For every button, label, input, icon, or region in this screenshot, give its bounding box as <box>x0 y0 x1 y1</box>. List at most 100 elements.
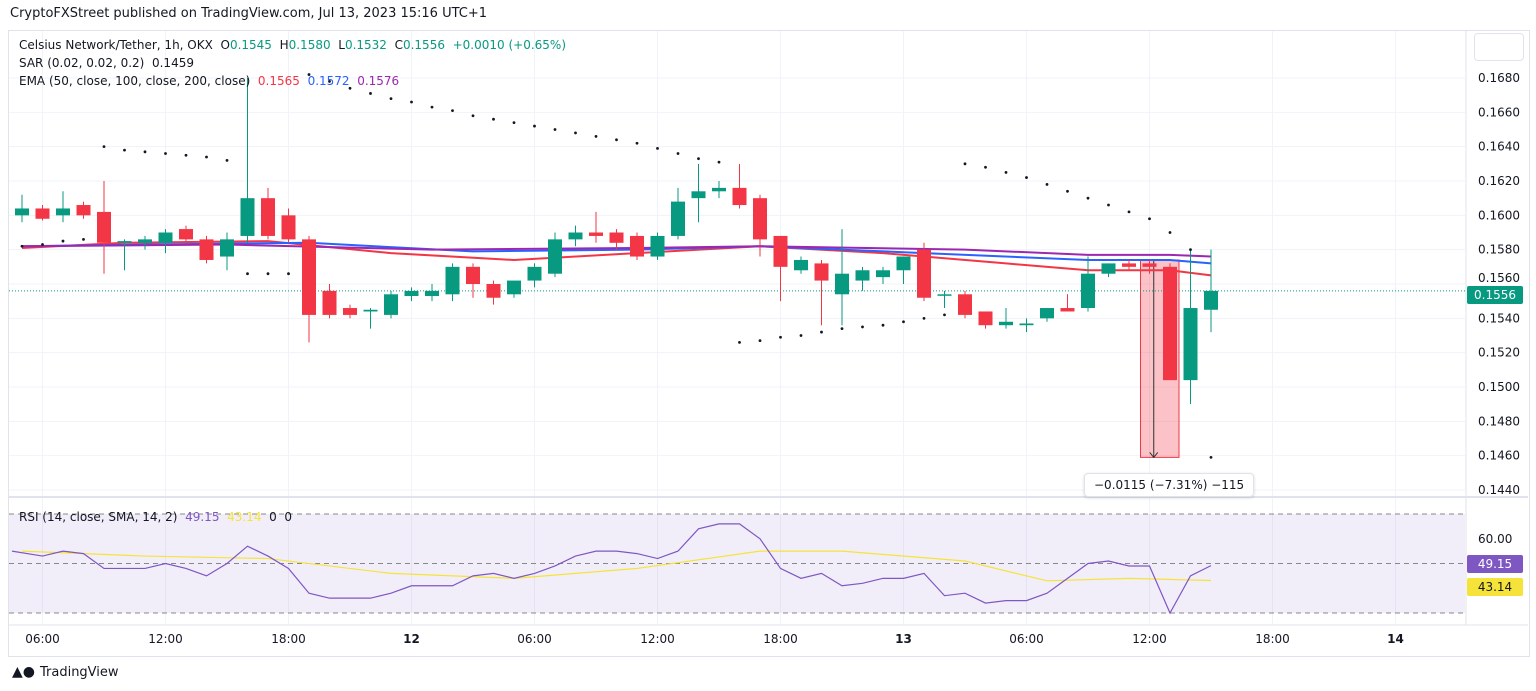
rsi-value: 49.15 <box>185 510 220 524</box>
ema100-value: 0.1572 <box>307 74 350 88</box>
tradingview-logo[interactable]: ▲● TradingView <box>12 664 119 680</box>
rsi-axis-tick: 60.00 <box>1478 532 1512 546</box>
time-axis-tick: 12:00 <box>148 632 183 646</box>
sar-dot <box>205 155 208 159</box>
candle-body <box>158 232 173 243</box>
candle <box>568 225 583 247</box>
candle <box>240 78 255 243</box>
sar-dot <box>471 114 475 118</box>
sar-dot <box>348 86 352 90</box>
sar-dot <box>656 146 659 150</box>
open-label: O <box>220 38 230 52</box>
sar-dot <box>246 272 249 276</box>
candle <box>486 280 501 305</box>
sar-dot <box>635 141 639 145</box>
sar-dot <box>615 138 618 142</box>
candle <box>15 194 29 223</box>
candle <box>691 163 706 223</box>
time-axis-tick: 18:00 <box>271 632 306 646</box>
candle <box>343 304 357 319</box>
publisher-header: CryptoFXStreet published on TradingView.… <box>10 6 488 21</box>
ema200-value: 0.1576 <box>357 74 400 88</box>
price-axis-tick: 0.1680 <box>1478 71 1520 85</box>
sar-dot <box>451 109 454 113</box>
candle <box>179 225 193 243</box>
candle <box>1081 256 1095 312</box>
candle-body <box>917 249 931 298</box>
candle <box>302 235 316 343</box>
candle-body <box>404 290 419 297</box>
sar-legend[interactable]: SAR (0.02, 0.02, 0.2) 0.1459 <box>19 56 194 70</box>
candle-body <box>240 198 255 236</box>
candle-body <box>1142 263 1157 267</box>
candle <box>978 311 993 329</box>
sar-dot <box>1107 203 1110 207</box>
candle-body <box>999 321 1013 326</box>
sar-dot <box>430 105 434 109</box>
rsi-legend[interactable]: RSI (14, close, SMA, 14, 2) 49.15 43.14 … <box>19 510 292 524</box>
sar-dot <box>492 117 495 121</box>
candle-body <box>199 239 214 260</box>
price-axis-tick: 0.1620 <box>1478 174 1520 188</box>
candle-body <box>486 284 501 298</box>
scale-settings-button[interactable] <box>1474 33 1524 61</box>
sar-dot <box>1066 189 1069 193</box>
sar-dot <box>1004 171 1008 174</box>
candle <box>855 266 870 291</box>
ema-label: EMA (50, close, 100, close, 200, close) <box>19 74 251 88</box>
sar-dot <box>574 131 577 135</box>
measure-arrowhead-icon <box>1149 452 1159 459</box>
rsi-line <box>11 523 1212 615</box>
sar-dot <box>389 97 393 101</box>
time-axis-tick: 12:00 <box>640 632 675 646</box>
sar-dot <box>1148 217 1151 221</box>
sar-dot <box>287 272 290 276</box>
candle-body <box>1101 263 1116 274</box>
candle <box>1101 263 1116 278</box>
sar-dot <box>717 160 721 164</box>
sar-dot <box>902 320 905 324</box>
candle <box>937 290 952 309</box>
time-axis-tick: 12:00 <box>1132 632 1167 646</box>
sar-dot <box>1127 210 1131 214</box>
candle <box>712 181 726 199</box>
sar-dot <box>881 323 885 327</box>
candle <box>958 290 972 319</box>
open-value: 0.1545 <box>229 38 272 52</box>
sar-dot <box>738 340 741 344</box>
candle <box>97 181 111 274</box>
sar-dot <box>1209 455 1213 459</box>
price-axis-tick: 0.1440 <box>1478 483 1520 497</box>
candle <box>466 263 480 298</box>
sar-dot <box>922 316 926 320</box>
candle <box>999 308 1013 329</box>
candle-body <box>1163 266 1177 381</box>
candle-body <box>671 201 685 236</box>
candle <box>896 256 911 285</box>
candle-body <box>1183 308 1198 381</box>
sar-dot <box>697 157 700 161</box>
candle-body <box>138 239 152 243</box>
rsi-label: RSI (14, close, SMA, 14, 2) <box>19 510 178 524</box>
price-axis-tick: 0.1500 <box>1478 380 1520 394</box>
candle <box>589 211 603 243</box>
candle-body <box>220 239 234 257</box>
change-value: +0.0010 (+0.65%) <box>452 38 567 52</box>
ema-legend[interactable]: EMA (50, close, 100, close, 200, close) … <box>19 74 399 88</box>
sar-dot <box>779 335 782 339</box>
candle-body <box>322 290 337 315</box>
candle <box>794 256 808 274</box>
candle <box>261 187 275 240</box>
candle <box>917 242 931 302</box>
candle <box>35 205 50 221</box>
candle-body <box>937 294 952 296</box>
sar-dot <box>1086 196 1090 200</box>
rsi-sma-tag: 43.14 <box>1467 578 1523 596</box>
candle <box>1040 308 1054 322</box>
sar-dot <box>20 244 24 248</box>
measure-tooltip: −0.0115 (−7.31%) −115 <box>1084 473 1255 497</box>
candle-body <box>15 208 29 216</box>
candle-body <box>425 290 439 297</box>
rsi-sma-value: 43.14 <box>227 510 262 524</box>
